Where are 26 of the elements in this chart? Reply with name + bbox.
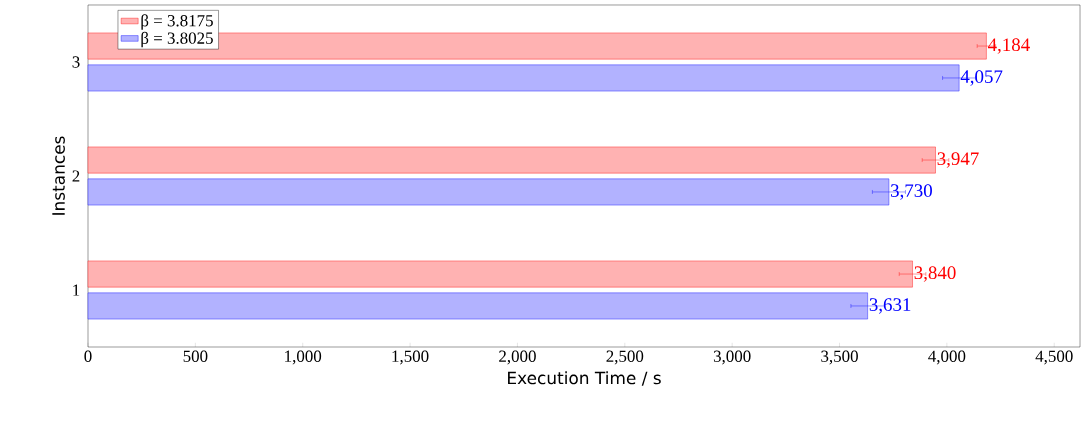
x-tick-label: 1,500 bbox=[392, 350, 429, 365]
y-tick-label: 1 bbox=[73, 284, 80, 296]
bar bbox=[87, 260, 913, 288]
x-tick-label: 500 bbox=[183, 350, 208, 362]
y-tick-label: 3 bbox=[72, 56, 80, 68]
data-label: 3,631 bbox=[869, 298, 911, 314]
x-tick-label: 2,500 bbox=[606, 350, 644, 365]
x-tick-label: 0 bbox=[84, 350, 92, 362]
x-tick-label: 4,000 bbox=[928, 350, 966, 365]
x-tick-label: 4,500 bbox=[1035, 350, 1073, 365]
data-label: 3,947 bbox=[937, 152, 979, 168]
legend-label: β = 3.8025 bbox=[141, 31, 213, 48]
legend-label: β = 3.8175 bbox=[141, 14, 213, 30]
bar bbox=[87, 292, 868, 320]
data-label: 4,184 bbox=[987, 38, 1030, 54]
data-label: 3,840 bbox=[914, 266, 956, 282]
bar bbox=[87, 146, 936, 174]
x-tick-label: 3,000 bbox=[713, 350, 751, 365]
x-tick-label: 3,500 bbox=[821, 350, 858, 365]
y-axis-title: Instances bbox=[52, 136, 65, 215]
x-tick-label: 1,000 bbox=[285, 350, 322, 365]
x-axis-title: Execution Time / s bbox=[508, 371, 661, 386]
data-label: 3,730 bbox=[891, 184, 932, 200]
data-label: 4,057 bbox=[960, 70, 1003, 86]
y-tick-label: 2 bbox=[72, 170, 80, 182]
x-tick-label: 2,000 bbox=[499, 350, 536, 365]
